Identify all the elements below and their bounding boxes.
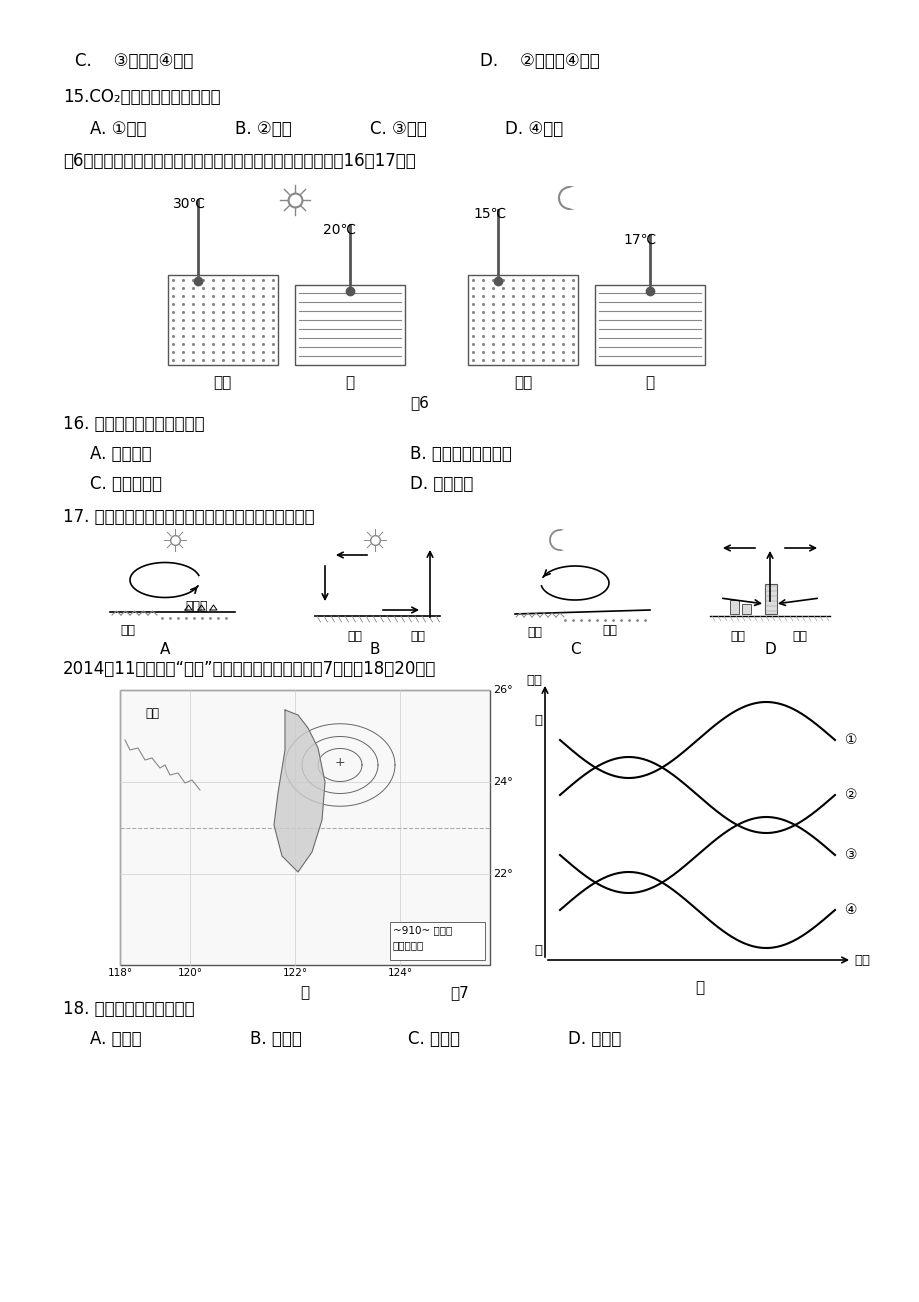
Text: 度假村: 度假村 <box>185 600 208 613</box>
Text: 118°: 118° <box>108 967 132 978</box>
Text: 16. 该实验可以直接用来说明: 16. 该实验可以直接用来说明 <box>62 415 204 434</box>
Bar <box>295 285 404 365</box>
Text: 时间: 时间 <box>853 953 869 966</box>
Text: 低: 低 <box>533 944 541 957</box>
Bar <box>729 600 738 615</box>
Text: 高: 高 <box>533 713 541 727</box>
Text: C. 降雨的原因: C. 降雨的原因 <box>90 475 162 493</box>
Text: ③: ③ <box>844 848 857 862</box>
Text: B. 西南风: B. 西南风 <box>250 1030 301 1048</box>
Text: 图6所示为某学校地理兴趣小组设计、完成的实验。据此，回等16、17题。: 图6所示为某学校地理兴趣小组设计、完成的实验。据此，回等16、17题。 <box>62 152 415 171</box>
Text: 2014年11月初台风“鹦鹉”到达台湾以东海域。读图7，回畀18～20题。: 2014年11月初台风“鹦鹉”到达台湾以东海域。读图7，回畀18～20题。 <box>62 660 436 678</box>
Text: 15.CO₂等温室气体增多会导致: 15.CO₂等温室气体增多会导致 <box>62 89 221 105</box>
Bar <box>468 275 577 365</box>
Text: 沙地: 沙地 <box>347 630 362 643</box>
Text: 17. 依据实验结论绘制的热力环流示意图中，正确的是: 17. 依据实验结论绘制的热力环流示意图中，正确的是 <box>62 508 314 526</box>
Text: 单位：百帕: 单位：百帕 <box>392 940 424 950</box>
Text: 沙石: 沙石 <box>212 375 231 391</box>
Text: 气压: 气压 <box>526 674 541 687</box>
Text: 122°: 122° <box>282 967 307 978</box>
Text: 陆地: 陆地 <box>602 624 617 637</box>
Text: D: D <box>764 642 775 658</box>
Text: 水: 水 <box>645 375 653 391</box>
Text: 120°: 120° <box>177 967 202 978</box>
Text: 甲: 甲 <box>301 986 309 1000</box>
Text: 图6: 图6 <box>410 395 429 410</box>
Text: 福州: 福州 <box>145 707 159 720</box>
Text: D. 风的形成: D. 风的形成 <box>410 475 473 493</box>
Text: D. 西北风: D. 西北风 <box>567 1030 620 1048</box>
Text: 22°: 22° <box>493 868 512 879</box>
Text: ①: ① <box>844 733 857 747</box>
Text: B. ②增强: B. ②增强 <box>234 120 291 138</box>
Text: C. ③减弱: C. ③减弱 <box>369 120 426 138</box>
Text: A. ①减弱: A. ①减弱 <box>90 120 146 138</box>
Text: 20℃: 20℃ <box>323 223 356 237</box>
Bar <box>742 604 750 615</box>
Text: 乙: 乙 <box>695 980 704 995</box>
Bar <box>595 285 704 365</box>
Text: A: A <box>160 642 170 658</box>
Text: 18. 此时，台北市的风向是: 18. 此时，台北市的风向是 <box>62 1000 195 1018</box>
Text: B. 海陆热力性质差异: B. 海陆热力性质差异 <box>410 445 511 464</box>
Text: 海洋: 海洋 <box>527 626 542 639</box>
Text: D.  ②减弱，④增强: D. ②减弱，④增强 <box>480 52 599 70</box>
Text: B: B <box>369 642 380 658</box>
Text: 17℃: 17℃ <box>622 233 655 247</box>
Text: 30℃: 30℃ <box>173 197 206 211</box>
Text: 水库: 水库 <box>120 624 135 637</box>
Bar <box>390 922 484 960</box>
Text: 草地: 草地 <box>410 630 425 643</box>
Bar <box>765 585 777 615</box>
Polygon shape <box>274 710 324 872</box>
Text: 124°: 124° <box>387 967 412 978</box>
Text: C. 东北风: C. 东北风 <box>407 1030 460 1048</box>
Text: 24°: 24° <box>493 777 512 786</box>
Text: ②: ② <box>844 788 857 802</box>
Text: ④: ④ <box>844 904 857 917</box>
Text: 15℃: 15℃ <box>472 207 505 221</box>
Text: +: + <box>335 756 345 769</box>
Text: 市区: 市区 <box>791 630 807 643</box>
Bar <box>119 690 490 965</box>
Text: 图7: 图7 <box>450 986 469 1000</box>
Text: A. 东南风: A. 东南风 <box>90 1030 142 1048</box>
Text: 水: 水 <box>345 375 354 391</box>
Text: D. ④增强: D. ④增强 <box>505 120 562 138</box>
Text: C: C <box>569 642 580 658</box>
Text: A. 温室效应: A. 温室效应 <box>90 445 152 464</box>
Text: 26°: 26° <box>493 685 512 695</box>
Text: 沙石: 沙石 <box>514 375 531 391</box>
Text: 郊区: 郊区 <box>730 630 744 643</box>
Text: C.  ③增强，④减弱: C. ③增强，④减弱 <box>75 52 193 70</box>
Bar <box>168 275 278 365</box>
Text: ~910~ 等压线: ~910~ 等压线 <box>392 924 452 935</box>
